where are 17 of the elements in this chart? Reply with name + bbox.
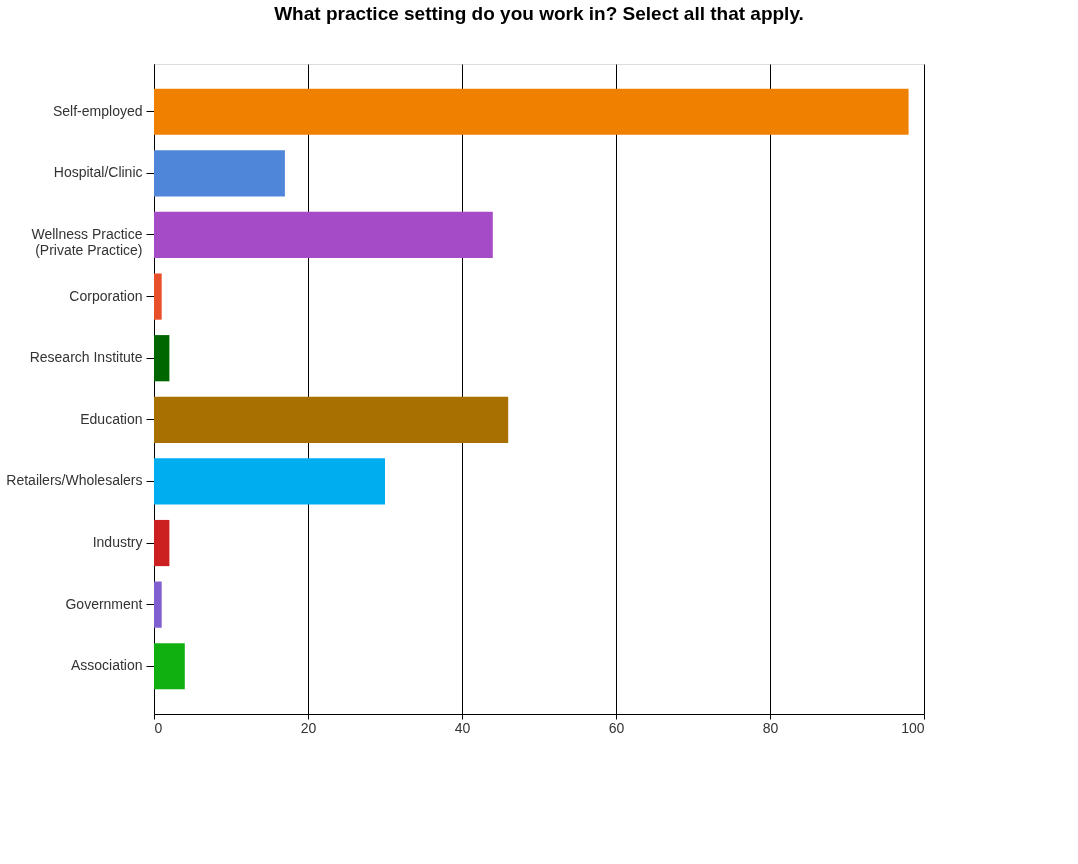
y-tick-label: Government [65, 595, 143, 612]
x-tick-label: 60 [608, 719, 625, 736]
x-tick-label: 0 [154, 719, 163, 736]
y-tick-label: Industry [92, 534, 143, 551]
y-tick-label: Corporation [69, 287, 143, 304]
y-tick-label: Self-employed [53, 102, 143, 119]
x-tick-label: 100 [901, 719, 925, 736]
x-tick-label: 80 [762, 719, 779, 736]
x-tick-label: 20 [300, 719, 317, 736]
y-tick-label: Hospital/Clinic [53, 164, 143, 181]
x-tick-label: 40 [454, 719, 471, 736]
y-tick-label: Education [80, 410, 143, 427]
y-tick-label: Wellness Practice (Private Practice) [31, 225, 143, 258]
y-tick-label: Research Institute [29, 349, 143, 366]
chart-title: What practice setting do you work in? Select all that apply. [274, 3, 804, 24]
y-tick-label: Retailers/Wholesalers [6, 472, 143, 489]
y-tick-label: Association [70, 657, 143, 674]
